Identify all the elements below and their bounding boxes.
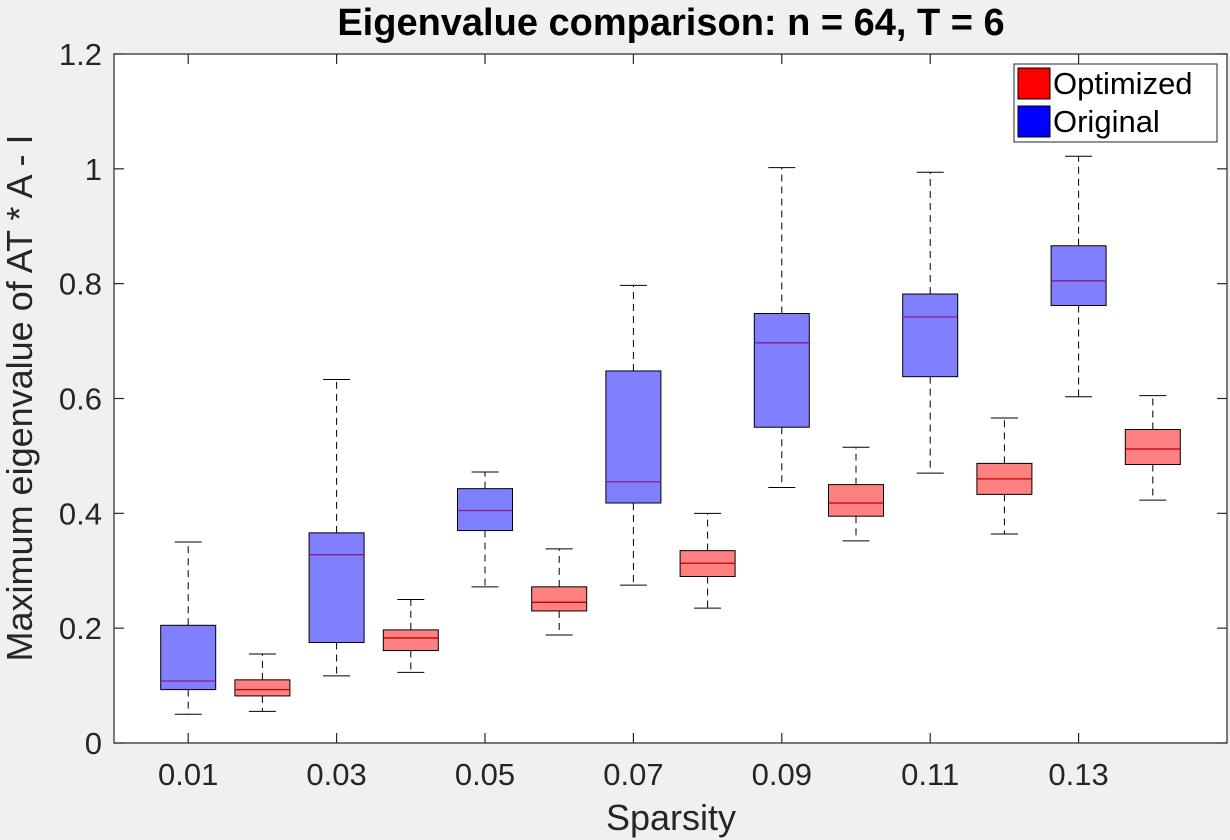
x-tick-labels: 0.01 0.03 0.05 0.07 0.09 0.11 0.13 [158,757,1109,792]
original-box [753,313,810,428]
y-tick-label: 0.2 [59,611,102,646]
x-tick-label: 0.07 [603,757,663,792]
original-box [1050,245,1107,306]
y-tick-label: 0.6 [59,382,102,417]
optimized-box [1124,429,1181,466]
x-tick-label: 0.01 [158,757,218,792]
chart-title: Eigenvalue comparison: n = 64, T = 6 [337,2,1004,44]
original-box [605,370,662,504]
box-series [160,155,1181,715]
y-tick-label: 0.8 [59,267,102,302]
axis-ticks [114,53,1227,744]
optimized-box [234,679,291,697]
original-box [902,293,959,378]
optimized-box-group [382,598,439,673]
optimized-box-group [679,512,736,609]
optimized-box-group [828,446,884,542]
original-box-group [1050,155,1107,398]
optimized-box [382,629,439,652]
optimized-box-group [531,548,588,636]
plot-area [113,53,1228,744]
original-box-group [902,171,959,474]
y-tick-label: 0 [85,726,102,761]
y-tick-label: 1.2 [59,37,102,72]
y-tick-labels: 0 0.2 0.4 0.6 0.8 1 1.2 [59,37,102,761]
x-tick-label: 0.11 [901,757,959,792]
x-tick-label: 0.05 [455,757,515,792]
y-tick-label: 1 [85,152,102,187]
x-tick-label: 0.03 [306,757,366,792]
original-box-group [753,167,810,488]
legend-swatch-optimized [1017,67,1051,100]
legend-label-original: Original [1053,104,1160,139]
optimized-box-group [234,653,291,712]
y-tick-label: 0.4 [59,496,102,531]
optimized-box-group [1124,395,1181,501]
legend-swatch-original [1017,105,1051,138]
original-box-group [457,471,513,588]
original-box-group [160,541,217,715]
y-axis-label: Maximum eigenvalue of AT * A - I [0,135,40,662]
original-box [160,624,217,691]
legend: Optimized Original [1013,63,1218,143]
optimized-box-group [976,417,1033,535]
x-tick-label: 0.13 [1048,757,1108,792]
original-box-group [308,379,365,677]
original-box [457,488,513,532]
original-box [308,532,365,644]
x-tick-label: 0.09 [752,757,812,792]
original-box-group [605,284,662,586]
optimized-box [531,586,588,612]
x-axis-label: Sparsity [606,797,736,838]
optimized-box [828,484,884,517]
legend-label-optimized: Optimized [1053,66,1193,101]
